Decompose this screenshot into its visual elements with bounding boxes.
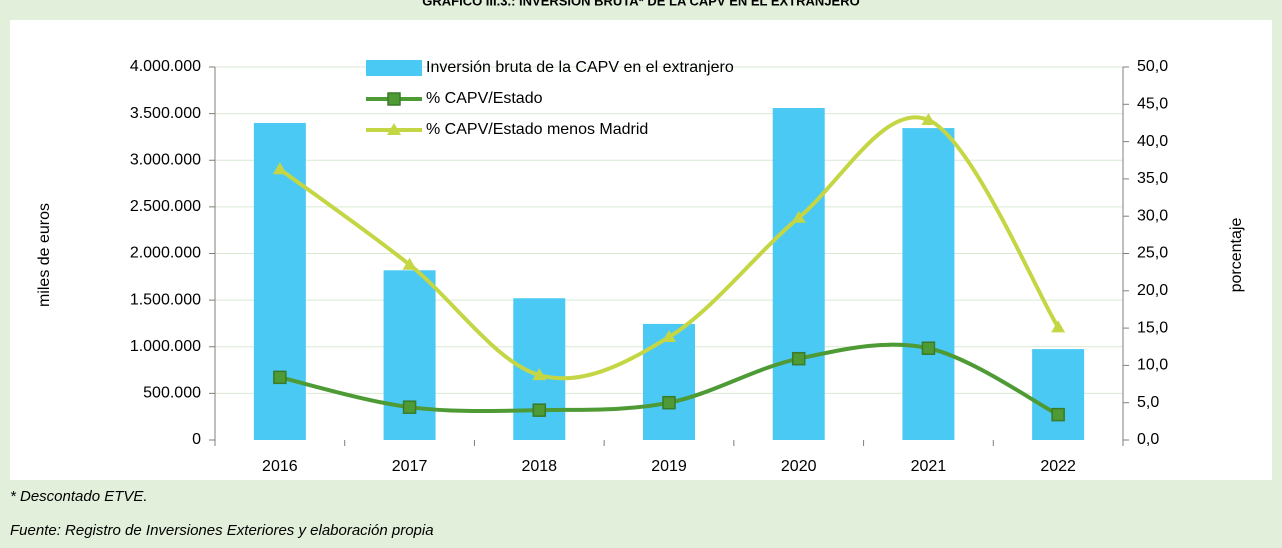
marker <box>272 162 287 175</box>
marker <box>532 403 547 417</box>
bar <box>772 108 825 440</box>
y-tick-label: 2.000.000 <box>130 245 201 262</box>
source-note: Fuente: Registro de Inversiones Exterior… <box>10 522 434 539</box>
marker <box>791 210 806 223</box>
legend-label: % CAPV/Estado <box>426 90 543 107</box>
footnote: * Descontado ETVE. <box>10 488 148 505</box>
legend-label: Inversión bruta de la CAPV en el extranj… <box>426 59 734 76</box>
bar <box>643 323 695 440</box>
y2-tick-label: 10,0 <box>1137 357 1168 374</box>
marker <box>662 395 676 410</box>
x-tick-label: 2018 <box>521 458 557 475</box>
y-axis-label: miles de euros <box>36 203 53 307</box>
legend-marker <box>387 123 401 135</box>
marker <box>662 330 676 343</box>
y2-tick-label: 50,0 <box>1137 58 1168 75</box>
y2-tick-label: 30,0 <box>1137 207 1168 224</box>
legend-swatch <box>366 60 422 76</box>
marker <box>921 341 936 355</box>
bar <box>1032 349 1085 440</box>
bar <box>383 270 436 440</box>
marker <box>532 368 547 381</box>
y2-tick-label: 40,0 <box>1137 133 1168 150</box>
chart-title: GRÁFICO III.3.: INVERSIÓN BRUTA* DE LA C… <box>422 0 859 8</box>
y-tick-label: 2.500.000 <box>130 198 201 215</box>
y-tick-label: 1.000.000 <box>130 338 201 355</box>
marker <box>1051 407 1065 422</box>
y2-axis-label: porcentaje <box>1228 218 1245 293</box>
bar <box>253 122 306 440</box>
x-tick-label: 2016 <box>262 458 298 475</box>
marker <box>921 112 936 125</box>
legend-marker <box>387 92 401 106</box>
y2-tick-label: 25,0 <box>1137 245 1168 262</box>
y2-tick-label: 45,0 <box>1137 96 1168 113</box>
marker <box>1051 320 1066 333</box>
x-tick-label: 2021 <box>911 458 947 475</box>
y-tick-label: 500.000 <box>143 385 201 402</box>
y-tick-label: 4.000.000 <box>130 58 201 75</box>
y-tick-label: 0 <box>192 431 201 448</box>
x-tick-label: 2020 <box>781 458 817 475</box>
legend-label: % CAPV/Estado menos Madrid <box>426 121 648 138</box>
bar <box>902 128 955 441</box>
y2-tick-label: 0,0 <box>1137 431 1159 448</box>
x-tick-label: 2019 <box>651 458 687 475</box>
y-tick-label: 1.500.000 <box>130 291 201 308</box>
marker <box>402 257 417 270</box>
y2-tick-label: 35,0 <box>1137 170 1168 187</box>
y2-tick-label: 5,0 <box>1137 394 1159 411</box>
marker <box>273 370 287 385</box>
y-tick-label: 3.000.000 <box>130 151 201 168</box>
y2-tick-label: 20,0 <box>1137 282 1168 299</box>
x-tick-label: 2022 <box>1040 458 1076 475</box>
y-tick-label: 3.500.000 <box>130 105 201 122</box>
marker <box>402 400 417 414</box>
x-tick-label: 2017 <box>392 458 428 475</box>
marker <box>791 351 806 366</box>
y2-tick-label: 15,0 <box>1137 319 1168 336</box>
